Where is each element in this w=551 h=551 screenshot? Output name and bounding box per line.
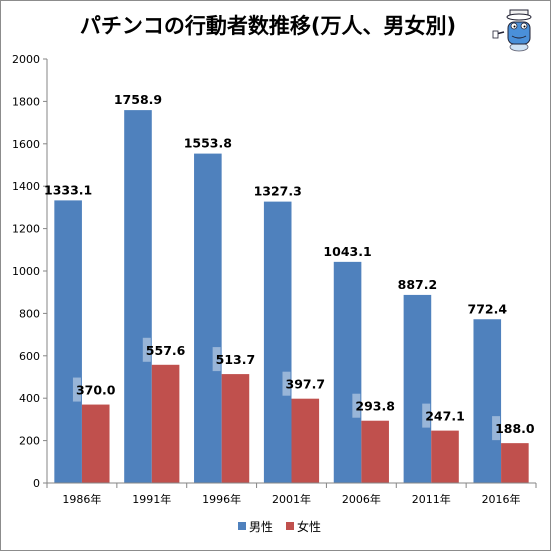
y-tick-label: 800 [19, 307, 40, 320]
y-tick-label: 400 [19, 392, 40, 405]
label-marker [422, 403, 431, 428]
label-marker [282, 371, 291, 396]
label-marker [492, 416, 501, 441]
bar-female [151, 364, 180, 483]
data-label-female: 293.8 [355, 399, 395, 414]
y-tick-label: 1400 [12, 180, 40, 193]
y-tick-label: 0 [33, 477, 40, 490]
y-axis: 0 200 400 600 800 1000 1200 1400 1600 1800 2000 [12, 53, 48, 490]
data-label-male: 1327.3 [254, 184, 302, 199]
bar-male [124, 110, 152, 484]
mascot-character-icon [492, 9, 532, 52]
x-tick-label: 2011年 [412, 492, 451, 506]
label-marker [212, 347, 221, 372]
data-label-male: 1043.1 [323, 244, 371, 259]
label-marker [72, 377, 81, 402]
data-label-male: 1758.9 [114, 92, 162, 107]
x-tick-label: 1986年 [62, 492, 101, 506]
y-tick-label: 1800 [12, 95, 40, 108]
data-label-female: 247.1 [425, 409, 465, 424]
data-label-female: 188.0 [495, 421, 535, 436]
legend: 男性 女性 [238, 519, 321, 534]
data-label-male: 1333.1 [44, 182, 92, 197]
data-label-female: 557.6 [146, 343, 186, 358]
y-tick-label: 1600 [12, 138, 40, 151]
bar-female [431, 430, 459, 483]
bar-male [263, 201, 292, 483]
x-tick-label: 2001年 [272, 492, 311, 506]
legend-label: 男性 [249, 520, 273, 534]
label-marker [352, 393, 361, 418]
legend-swatch [238, 522, 246, 530]
bar-male [333, 261, 362, 483]
data-labels: 1333.1 1758.9 1553.8 1327.3 1043.1 887.2 772.4… [44, 92, 535, 441]
bars [54, 110, 529, 484]
y-tick-label: 1200 [12, 223, 40, 236]
legend-label: 女性 [297, 519, 321, 534]
y-tick-label: 200 [19, 435, 40, 448]
chart-title: パチンコの行動者数推移(万人、男女別) [80, 14, 456, 38]
y-tick-label: 600 [19, 350, 40, 363]
label-marker [142, 337, 151, 362]
x-tick-label: 1996年 [202, 492, 241, 506]
data-label-female: 513.7 [216, 352, 256, 367]
y-tick-label: 2000 [12, 53, 40, 66]
bar-male [194, 153, 222, 483]
data-label-male: 1553.8 [184, 136, 232, 151]
data-label-male: 887.2 [398, 277, 438, 292]
bar-male [473, 319, 502, 483]
x-tick-label: 2016年 [482, 492, 521, 506]
data-label-male: 772.4 [468, 301, 508, 316]
x-tick-label: 1991年 [132, 492, 171, 506]
bar-male [54, 200, 82, 483]
bar-female [291, 398, 320, 483]
bar-female [361, 420, 389, 483]
x-axis: 1986年 1991年 1996年 2001年 2006年 2011年 2016年 [46, 482, 537, 506]
legend-swatch [286, 522, 294, 530]
bar-female [221, 374, 250, 483]
bar-male [403, 294, 432, 483]
bar-female [81, 404, 110, 483]
data-label-female: 370.0 [76, 383, 116, 398]
bar-female [501, 443, 529, 483]
y-tick-label: 1000 [12, 265, 40, 278]
x-tick-label: 2006年 [342, 492, 381, 506]
data-label-female: 397.7 [286, 377, 326, 392]
